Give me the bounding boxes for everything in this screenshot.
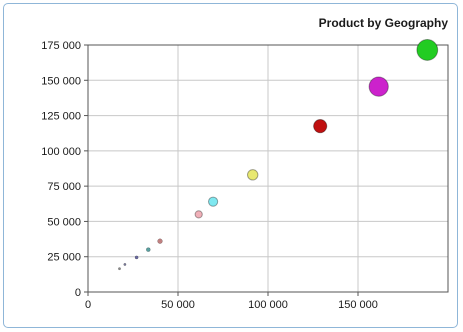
- y-tick-label: 150 000: [41, 75, 81, 87]
- gridlines: [88, 45, 448, 292]
- bubble-point[interactable]: [134, 255, 139, 260]
- bubble-point[interactable]: [157, 238, 163, 244]
- bubble-point[interactable]: [118, 267, 121, 271]
- bubble-point[interactable]: [247, 169, 259, 181]
- chart-frame: [3, 3, 458, 328]
- bubble-point[interactable]: [208, 196, 219, 207]
- bubble-point[interactable]: [368, 76, 389, 97]
- bubble-point[interactable]: [123, 263, 127, 266]
- x-tick-label: 150 000: [338, 299, 378, 311]
- y-tick-label: 0: [75, 287, 81, 299]
- y-tick-label: 25 000: [47, 252, 81, 264]
- chart-title: Product by Geography: [319, 16, 449, 30]
- y-tick-label: 125 000: [41, 111, 81, 123]
- bubble-point[interactable]: [194, 210, 203, 219]
- x-tick-label: 50 000: [161, 299, 195, 311]
- bubble-point[interactable]: [146, 247, 151, 252]
- y-axis: 0 25 000 50 000 75 000 100 000 125 000 150 000…: [41, 40, 88, 299]
- x-axis: 0 50 000 100 000 150 000: [85, 292, 378, 311]
- x-tick-label: 100 000: [248, 299, 288, 311]
- bubble-point[interactable]: [313, 119, 328, 134]
- data-points: [118, 39, 439, 271]
- y-tick-label: 50 000: [47, 216, 81, 228]
- x-tick-label: 0: [85, 299, 91, 311]
- y-tick-label: 75 000: [47, 181, 81, 193]
- bubble-point[interactable]: [416, 39, 439, 61]
- y-tick-label: 175 000: [41, 40, 81, 52]
- y-tick-label: 100 000: [41, 146, 81, 158]
